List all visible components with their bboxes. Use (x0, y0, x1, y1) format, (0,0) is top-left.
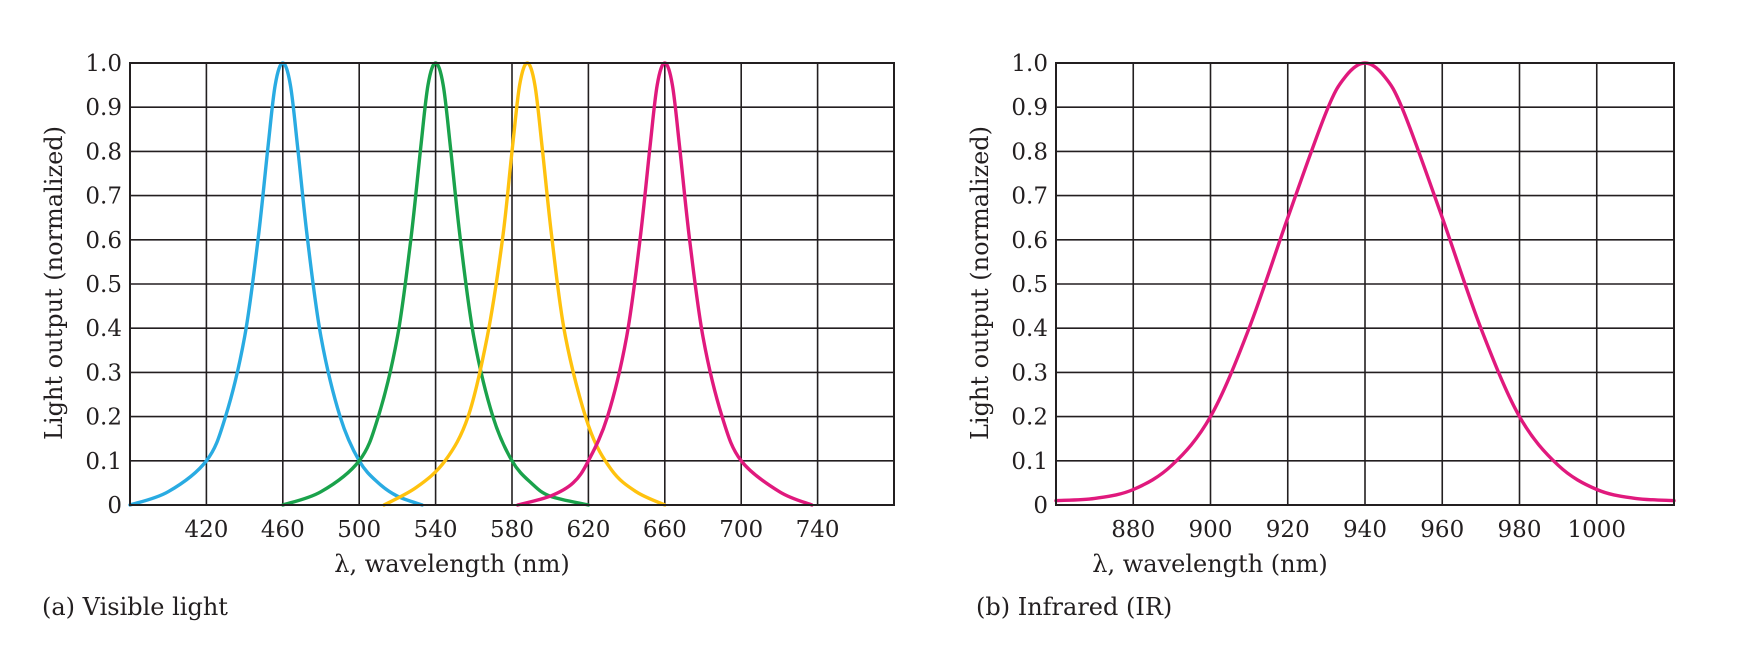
y-tick-labels: 0 0.1 0.2 0.3 0.4 0.5 0.6 0.7 0.8 0.9 1.0 (85, 51, 122, 519)
y-tick-label: 0.3 (1011, 360, 1048, 386)
x-tick-label: 500 (337, 517, 381, 543)
y-tick-label: 0.9 (1011, 95, 1048, 121)
x-tick-label: 880 (1111, 517, 1155, 543)
y-tick-label: 0.4 (85, 316, 122, 342)
y-tick-label: 0.4 (1011, 316, 1048, 342)
y-tick-label: 0.3 (85, 360, 122, 386)
y-tick-label: 0.6 (85, 228, 122, 254)
y-tick-label: 0.1 (85, 449, 122, 475)
series-line (281, 61, 591, 507)
chart-panel-visible: 0 0.1 0.2 0.3 0.4 0.5 0.6 0.7 0.8 0.9 1.0 420 460 50… (40, 51, 895, 621)
y-tick-label: 0.6 (1011, 228, 1048, 254)
x-tick-label: 460 (261, 517, 305, 543)
x-tick-label: 580 (490, 517, 534, 543)
y-tick-label: 0.7 (1011, 184, 1048, 210)
x-tick-label: 420 (184, 517, 228, 543)
x-tick-label: 960 (1420, 517, 1464, 543)
x-tick-label: 700 (719, 517, 763, 543)
y-tick-label: 0 (107, 493, 122, 519)
x-tick-label: 660 (643, 517, 687, 543)
x-tick-label: 920 (1266, 517, 1310, 543)
panel-caption: (b) Infrared (IR) (976, 593, 1172, 621)
plot-frame (1055, 62, 1675, 506)
chart-panel-infrared: 0 0.1 0.2 0.3 0.4 0.5 0.6 0.7 0.8 0.9 1.0 880 900 92… (966, 51, 1676, 621)
y-tick-label: 0.2 (85, 405, 122, 431)
panel-caption: (a) Visible light (42, 593, 228, 621)
data-curves (128, 61, 814, 507)
y-tick-labels: 0 0.1 0.2 0.3 0.4 0.5 0.6 0.7 0.8 0.9 1.0 (1011, 51, 1048, 519)
y-tick-label: 0.1 (1011, 449, 1048, 475)
x-tick-label: 980 (1498, 517, 1542, 543)
x-tick-label: 940 (1343, 517, 1387, 543)
x-tick-label: 900 (1189, 517, 1233, 543)
x-tick-labels: 880 900 920 940 960 980 1000 (1111, 517, 1626, 543)
y-tick-label: 0.2 (1011, 405, 1048, 431)
y-tick-label: 0.5 (85, 272, 122, 298)
y-axis-label: Light output (normalized) (966, 126, 994, 440)
x-tick-label: 740 (796, 517, 840, 543)
grid-lines (130, 62, 894, 506)
x-tick-label: 540 (414, 517, 458, 543)
x-tick-label: 620 (566, 517, 610, 543)
y-tick-label: 0.8 (85, 139, 122, 165)
y-tick-label: 1.0 (85, 51, 122, 77)
y-tick-label: 0.9 (85, 95, 122, 121)
y-tick-label: 1.0 (1011, 51, 1048, 77)
y-axis-label: Light output (normalized) (40, 126, 68, 440)
grid-lines (1056, 62, 1674, 506)
x-axis-label: λ, wavelength (nm) (334, 550, 569, 578)
x-tick-labels: 420 460 500 540 580 620 660 700 740 (184, 517, 839, 543)
plot-frame (129, 62, 895, 506)
y-tick-label: 0 (1033, 493, 1048, 519)
y-tick-label: 0.8 (1011, 139, 1048, 165)
x-tick-label: 1000 (1567, 517, 1626, 543)
y-tick-label: 0.7 (85, 184, 122, 210)
series-line (516, 61, 814, 507)
y-tick-label: 0.5 (1011, 272, 1048, 298)
x-axis-label: λ, wavelength (nm) (1092, 550, 1327, 578)
